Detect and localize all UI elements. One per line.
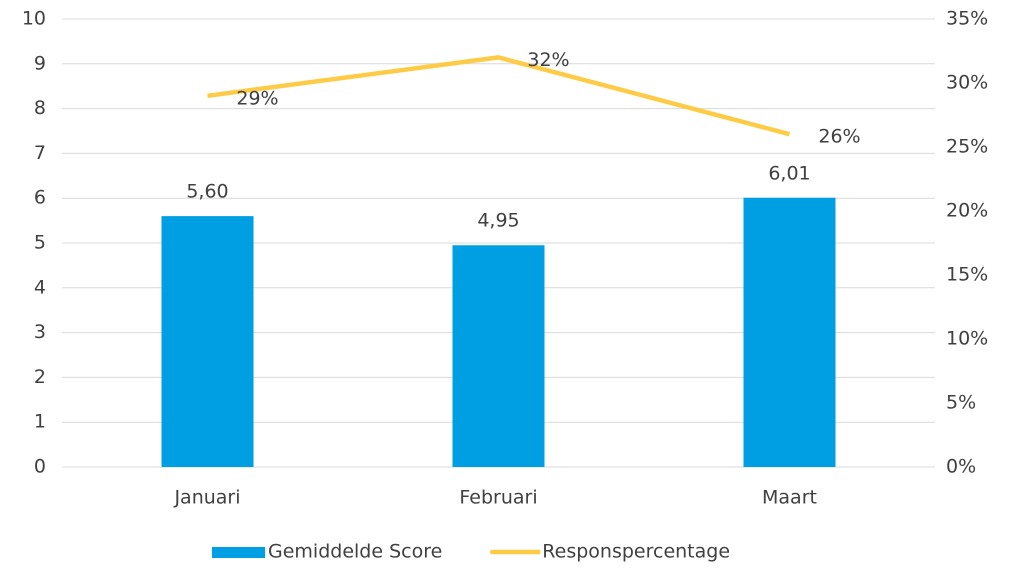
- bar: [161, 216, 254, 467]
- data-label: 6,01: [768, 162, 810, 184]
- y-tick-label: 4: [34, 276, 46, 298]
- bar: [743, 197, 836, 467]
- legend-swatch: [212, 547, 265, 558]
- y2-tick-label: 10%: [946, 328, 988, 350]
- data-label: 29%: [236, 87, 278, 109]
- legend-label: Responspercentage: [542, 541, 730, 563]
- y2-tick-label: 15%: [946, 264, 988, 286]
- y-tick-label: 2: [34, 366, 46, 388]
- y-tick-label: 7: [34, 142, 46, 164]
- x-tick-label: Maart: [762, 487, 817, 509]
- y2-tick-label: 20%: [946, 200, 988, 222]
- y2-tick-label: 30%: [946, 72, 988, 94]
- y-tick-label: 5: [34, 232, 46, 254]
- data-label: 32%: [527, 49, 569, 71]
- y-tick-label: 9: [34, 52, 46, 74]
- legend-label: Gemiddelde Score: [268, 541, 442, 563]
- x-tick-label: Februari: [459, 487, 537, 509]
- bar: [452, 245, 545, 467]
- data-label: 26%: [818, 126, 860, 148]
- y-tick-label: 3: [34, 321, 46, 343]
- y-tick-label: 8: [34, 97, 46, 119]
- y2-tick-label: 0%: [946, 456, 976, 478]
- line: [207, 55, 791, 137]
- data-label: 4,95: [477, 210, 519, 232]
- y-tick-label: 0: [34, 456, 46, 478]
- y-tick-label: 10: [22, 8, 46, 30]
- y2-tick-label: 35%: [946, 8, 988, 30]
- x-tick-label: Januari: [173, 487, 240, 509]
- data-label: 5,60: [186, 181, 228, 203]
- y-tick-label: 1: [34, 411, 46, 433]
- y-tick-label: 6: [34, 187, 46, 209]
- y2-tick-label: 5%: [946, 392, 976, 414]
- y2-tick-label: 25%: [946, 136, 988, 158]
